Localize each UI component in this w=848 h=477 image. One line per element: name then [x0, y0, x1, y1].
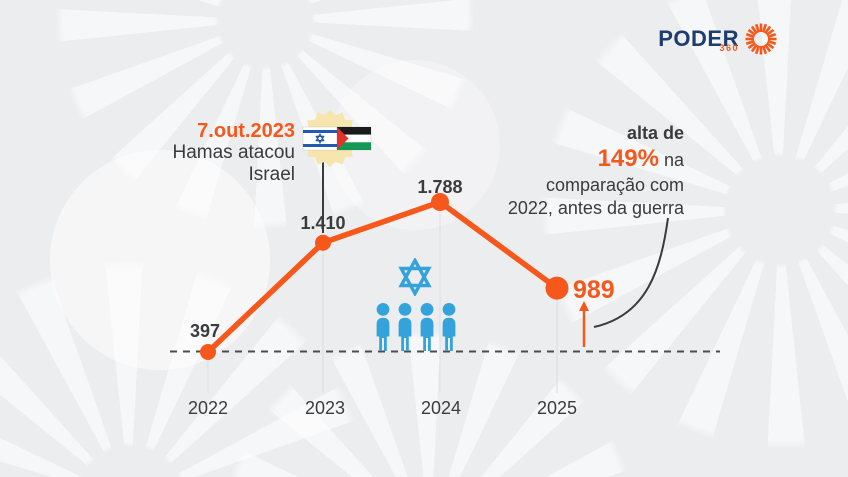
background-circle — [50, 150, 270, 370]
value-label-2023: 1.410 — [300, 213, 346, 233]
logo-ray — [745, 32, 755, 39]
event-line1: Hamas atacou — [172, 142, 295, 163]
logo-ray — [754, 23, 761, 33]
logo-ray — [764, 43, 772, 53]
data-point-2024 — [431, 193, 449, 211]
logo-ray — [765, 28, 775, 36]
person-icon — [398, 303, 412, 351]
growth-percent-line: 149% na — [508, 145, 684, 174]
up-arrow-head — [579, 301, 589, 311]
logo-ray — [767, 32, 777, 39]
logo-ray — [750, 43, 758, 53]
growth-line3: 2022, antes da guerra — [507, 198, 684, 218]
logo-ray — [750, 25, 758, 35]
poder360-sunburst-icon — [745, 23, 777, 55]
growth-annotation: alta de 149% na comparação com 2022, ant… — [508, 122, 684, 220]
data-point-2023 — [315, 234, 331, 251]
logo-sub: 360 — [719, 43, 739, 53]
axis-label-2024: 2024 — [420, 398, 462, 418]
growth-callout-curve — [593, 217, 669, 328]
logo-ray — [764, 25, 772, 35]
israel-flag-icon — [302, 126, 338, 151]
person-icon — [376, 303, 390, 351]
growth-line2: comparação com — [545, 175, 684, 195]
logo-name: PODER — [658, 26, 739, 51]
data-point-2025 — [545, 276, 569, 300]
palestine-flag-icon — [336, 126, 372, 151]
growth-percent: 149% — [597, 145, 659, 172]
value-label-2025: 989 — [573, 276, 615, 304]
person-icon — [420, 303, 434, 351]
axis-label-2023: 2023 — [304, 398, 346, 418]
logo-ray — [754, 45, 761, 55]
flags-group — [301, 109, 372, 168]
data-point-2022 — [200, 344, 216, 360]
logo-ray — [745, 39, 755, 46]
logo-ray — [747, 28, 757, 36]
logo-ray — [765, 42, 775, 50]
logo-ray — [761, 23, 768, 33]
axis-label-2022: 2022 — [187, 398, 229, 418]
person-icon — [442, 303, 456, 351]
series-line — [205, 199, 560, 355]
value-label-2022: 397 — [189, 321, 221, 341]
value-label-2024: 1.788 — [417, 177, 463, 197]
growth-intro: alta de — [626, 123, 684, 143]
growth-percent-suffix: na — [663, 150, 684, 170]
logo-ray — [767, 39, 777, 46]
event-line2: Israel — [248, 164, 295, 185]
poder360-logo: PODER 360 — [658, 22, 778, 56]
logo-ray — [761, 45, 768, 55]
event-date: 7.out.2023 — [197, 120, 295, 142]
event-annotation: 7.out.2023 Hamas atacou Israel — [172, 120, 295, 186]
star-of-david-icon — [398, 258, 432, 296]
axis-label-2025: 2025 — [536, 398, 578, 418]
logo-ray — [747, 42, 757, 50]
poder360-logo-text: PODER 360 — [658, 26, 739, 54]
